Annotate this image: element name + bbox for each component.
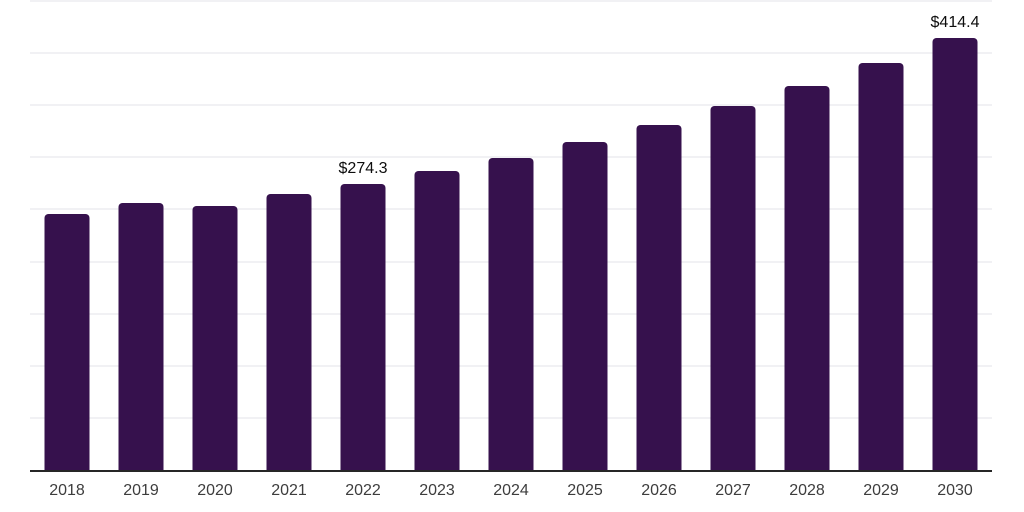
x-tick-label-2018: 2018 [49,482,85,499]
bar-2021 [266,194,312,470]
x-tick-label-2020: 2020 [197,482,233,499]
plot-area: 2018 2019 2020 2021 $274.3 2022 2023 2024 2025 20… [30,0,992,499]
x-tick-label-2021: 2021 [271,482,307,499]
gridline [30,52,992,55]
x-tick-label-2028: 2028 [789,482,825,499]
gridline [30,104,992,107]
bar-2026 [636,124,682,470]
bar-column-2021: 2021 [252,1,326,499]
x-tick-label-2027: 2027 [715,482,751,499]
bar-2028 [784,85,830,470]
x-tick-label-2022: 2022 [345,482,381,499]
bar-2020 [192,206,238,470]
bar-2023 [414,170,460,470]
gridline [30,156,992,159]
x-tick-label-2019: 2019 [123,482,159,499]
bar-column-2020: 2020 [178,1,252,499]
bar-column-2029: 2029 [844,1,918,499]
x-tick-label-2026: 2026 [641,482,677,499]
bar-column-2019: 2019 [104,1,178,499]
bar-value-label-2022: $274.3 [338,160,388,178]
bar-2022 [340,184,386,470]
x-tick-label-2029: 2029 [863,482,899,499]
bar-column-2023: 2023 [400,1,474,499]
x-tick-label-2025: 2025 [567,482,603,499]
bar-column-2030: $414.4 2030 [918,1,992,499]
bar-column-2028: 2028 [770,1,844,499]
bar-2027 [710,106,756,470]
bar-column-2022: $274.3 2022 [326,1,400,499]
x-tick-label-2030: 2030 [937,482,973,499]
bar-2024 [488,157,534,470]
bar-value-label-2030: $414.4 [930,14,980,32]
bar-2019 [118,202,164,470]
bar-2030 [932,38,978,470]
bar-column-2027: 2027 [696,1,770,499]
bar-2029 [858,63,904,470]
bar-column-2018: 2018 [30,1,104,499]
x-tick-label-2023: 2023 [419,482,455,499]
bar-column-2024: 2024 [474,1,548,499]
bar-2025 [562,141,608,470]
bars-container: 2018 2019 2020 2021 $274.3 2022 2023 2024 2025 20… [30,1,992,499]
x-tick-label-2024: 2024 [493,482,529,499]
bar-column-2025: 2025 [548,1,622,499]
gridline [30,0,992,2]
bar-2018 [44,213,90,470]
bar-column-2026: 2026 [622,1,696,499]
